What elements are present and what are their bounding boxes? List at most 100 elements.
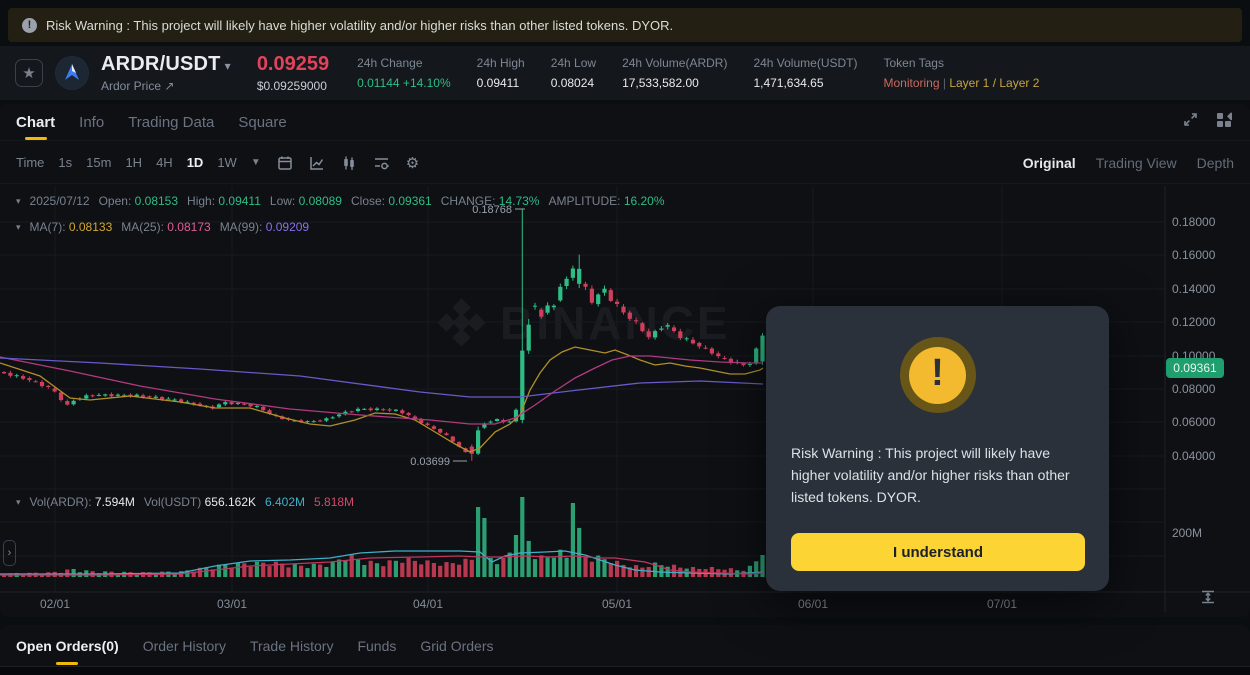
- line-chart-icon[interactable]: [309, 155, 325, 171]
- legend-field: Vol(ARDR): 7.594M: [29, 495, 135, 509]
- i-understand-button[interactable]: I understand: [791, 533, 1085, 571]
- legend-field: MA(99): 0.09209: [219, 220, 310, 234]
- interval-15m[interactable]: 15m: [86, 155, 112, 170]
- header-stat: 24h Volume(USDT) 1,471,634.65: [753, 56, 858, 90]
- chevron-down-icon: ▾: [224, 59, 231, 73]
- interval-1w[interactable]: 1W: [217, 155, 237, 170]
- last-price: 0.09259: [256, 53, 330, 75]
- interval-4h[interactable]: 4H: [156, 155, 173, 170]
- token-tag-layer[interactable]: Layer 1 / Layer 2: [949, 76, 1040, 90]
- interval-1s[interactable]: 1s: [58, 155, 73, 170]
- x-axis-label: 05/01: [601, 597, 633, 611]
- Vol-MA-rose-line: [0, 555, 764, 576]
- legend-field: CHANGE: 14.73%: [440, 194, 540, 208]
- chart-section-tabs: Chart Info Trading Data Square: [0, 104, 1250, 141]
- header-stats: 24h Change 0.01144 +14.10% 24h High 0.09411…: [357, 56, 857, 90]
- layout-grid-icon[interactable]: [1216, 112, 1232, 128]
- svg-text:0.03699: 0.03699: [410, 456, 450, 468]
- collapse-caret-icon[interactable]: ▾: [16, 195, 21, 206]
- y-axis-label: 0.12000: [1172, 315, 1216, 329]
- interval-1d[interactable]: 1D: [186, 155, 204, 170]
- header-stat: 24h Change 0.01144 +14.10%: [357, 56, 451, 90]
- auto-scale-icon[interactable]: [1200, 590, 1216, 604]
- view-depth[interactable]: Depth: [1196, 154, 1234, 171]
- legend-field: High: 0.09411: [187, 194, 261, 208]
- y-axis-label: 0.06000: [1172, 415, 1216, 429]
- tab-info[interactable]: Info: [79, 113, 105, 131]
- last-price-badge: 0.09361: [1166, 358, 1224, 378]
- orders-tab-order-history[interactable]: Order History: [142, 637, 226, 654]
- legend-field: Vol(USDT) 656.162K: [143, 495, 256, 509]
- collapse-caret-icon[interactable]: ▾: [16, 496, 21, 507]
- pair-title[interactable]: ARDR/USDT ▾: [101, 53, 231, 75]
- collapse-caret-icon[interactable]: ▾: [16, 221, 21, 232]
- interval-time[interactable]: Time: [16, 155, 45, 170]
- x-axis-label: 04/01: [412, 597, 444, 611]
- orders-tab-open-orders-0-[interactable]: Open Orders(0): [16, 625, 119, 666]
- ohlc-readout: ▾ 2025/07/12 Open: 0.08153 High: 0.09411 L…: [16, 194, 665, 208]
- y-axis-label: 0.04000: [1172, 449, 1216, 463]
- pair-price-link[interactable]: Ardor Price ↗: [101, 79, 175, 93]
- legend-field: Open: 0.08153: [98, 194, 179, 208]
- legend-field: 6.402M: [265, 495, 306, 509]
- chart-toolbar: Time 1s 15m 1H 4H 1D 1W ▼ ⚙ Original Trading Vi…: [0, 142, 1250, 184]
- panel-expand-handle[interactable]: ›: [3, 540, 16, 566]
- ardor-logo-icon: [56, 57, 88, 89]
- legend-field: 5.818M: [314, 495, 355, 509]
- orders-tab-funds[interactable]: Funds: [357, 637, 397, 654]
- orders-tab-grid-orders[interactable]: Grid Orders: [420, 637, 494, 654]
- warning-exclamation-icon: !: [899, 337, 976, 413]
- y-axis-label: 0.14000: [1172, 282, 1216, 296]
- favorite-star-button[interactable]: ★: [15, 59, 43, 87]
- legend-field: AMPLITUDE: 16.20%: [548, 194, 665, 208]
- gear-icon[interactable]: ⚙: [405, 154, 420, 172]
- exclamation-circle-icon: !: [22, 17, 37, 33]
- tag-separator: |: [942, 76, 946, 90]
- x-axis-label: 02/01: [39, 597, 71, 611]
- star-icon: ★: [22, 65, 36, 82]
- ohlc-date: 2025/07/12: [29, 194, 90, 208]
- indicators-icon[interactable]: [373, 155, 390, 171]
- chart-view-switch: Original Trading View Depth: [1023, 155, 1234, 171]
- ma-readout: ▾ MA(7): 0.08133 MA(25): 0.08173 MA(99): 0…: [16, 220, 309, 234]
- tab-trading-data[interactable]: Trading Data: [128, 113, 215, 131]
- y-axis-label: 0.08000: [1172, 382, 1216, 396]
- tab-square[interactable]: Square: [238, 113, 287, 131]
- orders-tab-trade-history[interactable]: Trade History: [249, 637, 334, 654]
- fullscreen-icon[interactable]: [1183, 112, 1198, 128]
- y-axis-label: 0.18000: [1172, 215, 1216, 229]
- header-stat: 24h Volume(ARDR) 17,533,582.00: [622, 56, 728, 90]
- view-original[interactable]: Original: [1022, 154, 1076, 171]
- risk-warning-text: Risk Warning : This project will likely …: [46, 17, 674, 33]
- legend-field: MA(25): 0.08173: [121, 220, 211, 234]
- legend-field: Low: 0.08089: [269, 194, 342, 208]
- x-axis-label: 06/01: [797, 597, 829, 611]
- MA7-line: [0, 346, 764, 453]
- interval-dropdown-icon[interactable]: ▼: [250, 157, 261, 168]
- interval-1h[interactable]: 1H: [125, 155, 143, 170]
- y-axis-label: 0.16000: [1172, 248, 1216, 262]
- last-price-usd: $0.09259000: [256, 79, 327, 93]
- volume-readout: ▾ Vol(ARDR): 7.594M Vol(USDT) 656.162K 6.4…: [16, 495, 354, 509]
- view-trading-view[interactable]: Trading View: [1095, 154, 1177, 171]
- risk-warning-modal: ! Risk Warning : This project will likel…: [766, 306, 1109, 591]
- header-stat: 24h High 0.09411: [476, 56, 525, 90]
- token-tag-monitoring[interactable]: Monitoring: [883, 76, 940, 90]
- legend-field: Close: 0.09361: [350, 194, 432, 208]
- token-tags-label: Token Tags: [883, 56, 944, 70]
- tab-chart[interactable]: Chart: [16, 104, 55, 140]
- MA99-line: [0, 357, 764, 398]
- orders-tabs: Open Orders(0) Order History Trade History…: [0, 625, 1250, 666]
- x-axis-label: 03/01: [216, 597, 248, 611]
- y-axis-label: 200M: [1172, 526, 1203, 540]
- x-axis-label: 07/01: [986, 597, 1018, 611]
- ardor-logo: [55, 56, 89, 90]
- calendar-icon[interactable]: [277, 155, 293, 171]
- risk-warning-banner: ! Risk Warning : This project will likel…: [8, 8, 1242, 42]
- candlestick-style-icon[interactable]: [341, 155, 357, 171]
- Vol-MA-teal-line: [0, 550, 764, 575]
- pair-header: ★ ARDR/USDT ▾ Ardor Price ↗ 0.09259 $0.09…: [0, 46, 1250, 100]
- svg-text:0.18768: 0.18768: [472, 204, 512, 216]
- binance-watermark: BINANCE: [437, 296, 731, 350]
